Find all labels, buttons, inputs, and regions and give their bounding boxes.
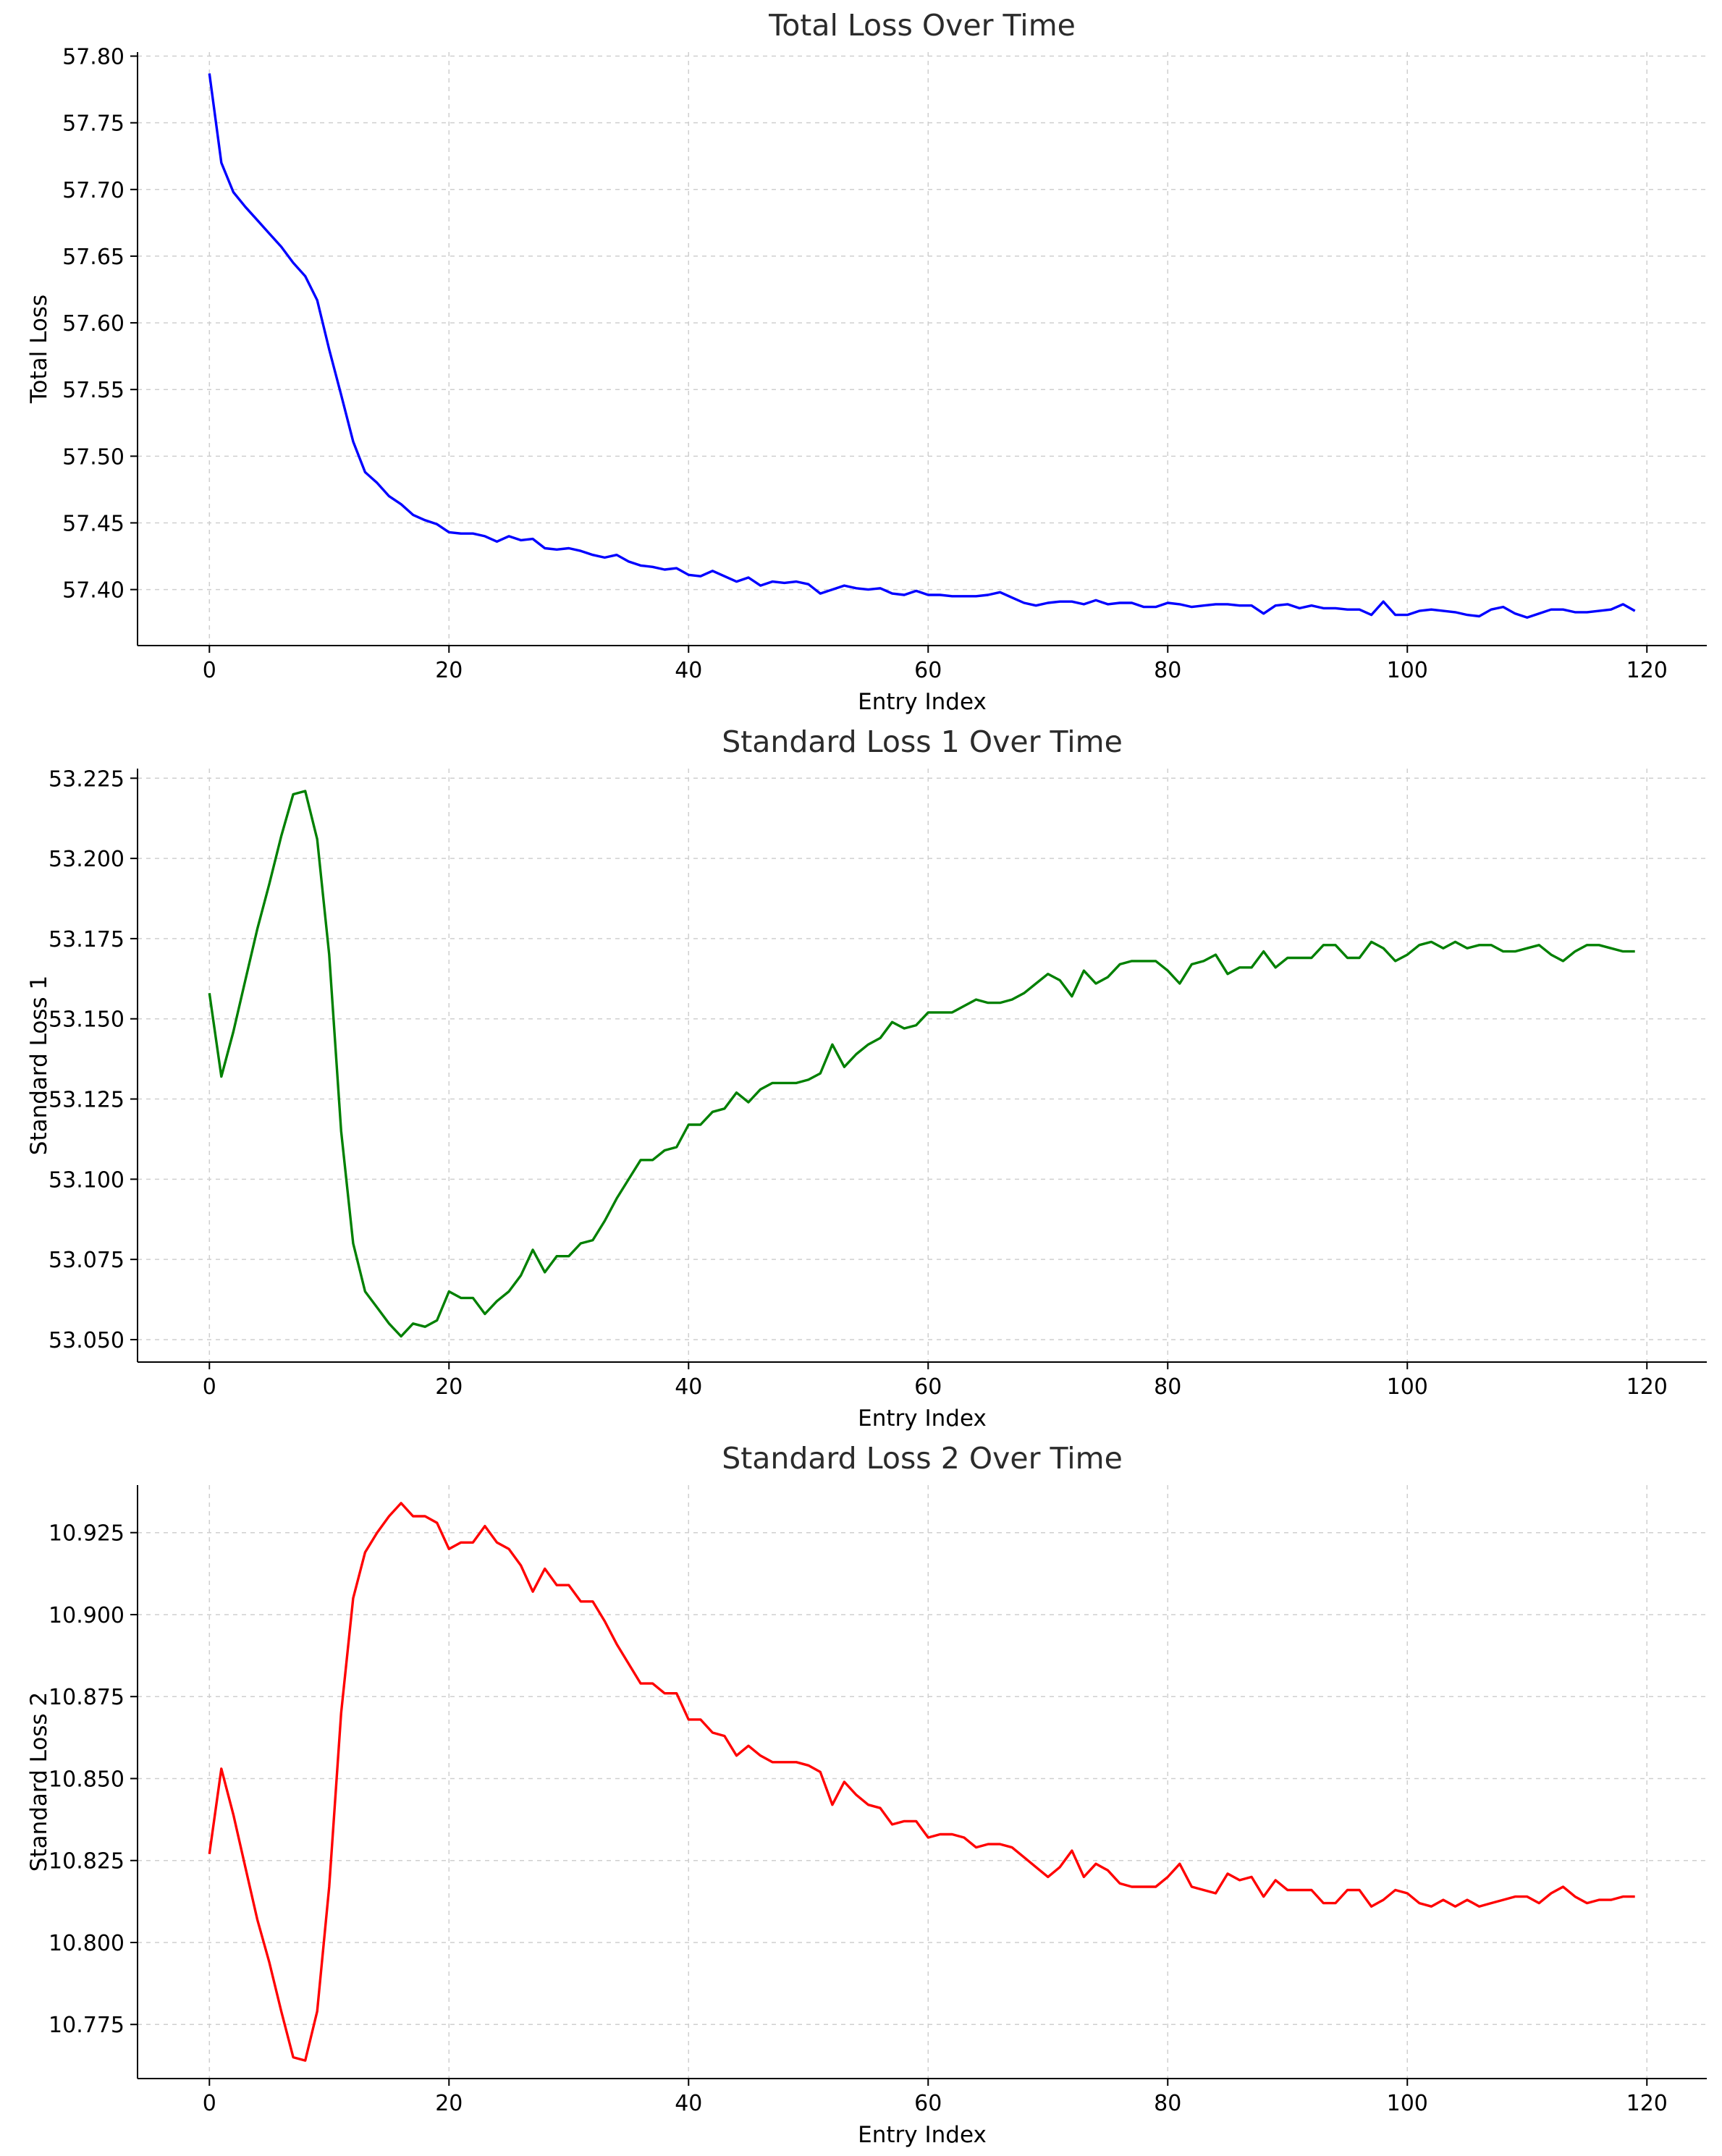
x-tick-label: 0 (203, 2091, 216, 2116)
y-tick-label: 53.050 (48, 1328, 124, 1353)
y-axis-label: Standard Loss 1 (26, 976, 52, 1155)
series-line (208, 790, 1635, 1338)
y-tick-label: 10.800 (48, 1931, 124, 1956)
chart-title: Total Loss Over Time (768, 8, 1076, 43)
y-tick-label: 57.65 (62, 245, 124, 270)
x-axis-label: Entry Index (858, 689, 987, 715)
y-tick-label: 53.200 (48, 847, 124, 872)
x-tick-label: 80 (1154, 658, 1181, 683)
y-tick-label: 57.75 (62, 111, 124, 137)
grid (138, 52, 1707, 646)
y-tick-label: 57.70 (62, 178, 124, 203)
chart-title: Standard Loss 2 Over Time (722, 1441, 1123, 1476)
y-tick-label: 57.60 (62, 311, 124, 337)
x-tick-label: 100 (1387, 1374, 1428, 1400)
x-tick-label: 120 (1626, 2091, 1668, 2116)
y-tick-label: 53.175 (48, 927, 124, 952)
y-tick-label: 10.900 (48, 1603, 124, 1628)
total-loss-chart: Total Loss Over Time Entry Index Total L… (26, 8, 1707, 715)
x-tick-label: 80 (1154, 1374, 1181, 1400)
y-tick-label: 10.825 (48, 1849, 124, 1874)
x-tick-label: 40 (675, 658, 702, 683)
x-tick-label: 80 (1154, 2091, 1181, 2116)
y-tick-label: 10.925 (48, 1521, 124, 1547)
x-tick-label: 20 (435, 2091, 463, 2116)
x-tick-label: 40 (675, 2091, 702, 2116)
x-tick-label: 0 (203, 658, 216, 683)
x-tick-label: 40 (675, 1374, 702, 1400)
y-tick-label: 57.80 (62, 45, 124, 70)
y-tick-label: 57.45 (62, 511, 124, 536)
y-tick-label: 53.125 (48, 1088, 124, 1113)
y-tick-label: 57.50 (62, 444, 124, 470)
grid (138, 1485, 1707, 2079)
x-axis-label: Entry Index (858, 2122, 987, 2148)
y-tick-label: 10.775 (48, 2013, 124, 2038)
grid (138, 769, 1707, 1362)
x-tick-label: 20 (435, 1374, 463, 1400)
x-tick-label: 60 (914, 658, 942, 683)
x-tick-label: 120 (1626, 1374, 1668, 1400)
series-line (208, 1502, 1635, 2062)
y-tick-label: 53.150 (48, 1007, 124, 1033)
x-tick-label: 100 (1387, 658, 1428, 683)
x-axis-label: Entry Index (858, 1405, 987, 1432)
x-tick-label: 60 (914, 2091, 942, 2116)
standard-loss-2-chart: Standard Loss 2 Over Time Entry Index St… (26, 1441, 1707, 2148)
x-tick-label: 20 (435, 658, 463, 683)
standard-loss-1-chart: Standard Loss 1 Over Time Entry Index St… (26, 724, 1707, 1432)
y-tick-label: 53.100 (48, 1167, 124, 1193)
y-axis-label: Total Loss (26, 295, 52, 404)
y-tick-label: 53.225 (48, 766, 124, 792)
y-axis-label: Standard Loss 2 (26, 1692, 52, 1872)
y-tick-label: 10.875 (48, 1685, 124, 1710)
x-tick-label: 60 (914, 1374, 942, 1400)
chart-title: Standard Loss 1 Over Time (722, 724, 1123, 759)
x-tick-label: 100 (1387, 2091, 1428, 2116)
series-line (208, 73, 1636, 619)
x-tick-label: 0 (203, 1374, 216, 1400)
y-tick-label: 10.850 (48, 1767, 124, 1792)
x-tick-label: 120 (1626, 658, 1668, 683)
y-tick-label: 57.55 (62, 378, 124, 403)
y-tick-label: 57.40 (62, 578, 124, 604)
y-tick-label: 53.075 (48, 1248, 124, 1273)
